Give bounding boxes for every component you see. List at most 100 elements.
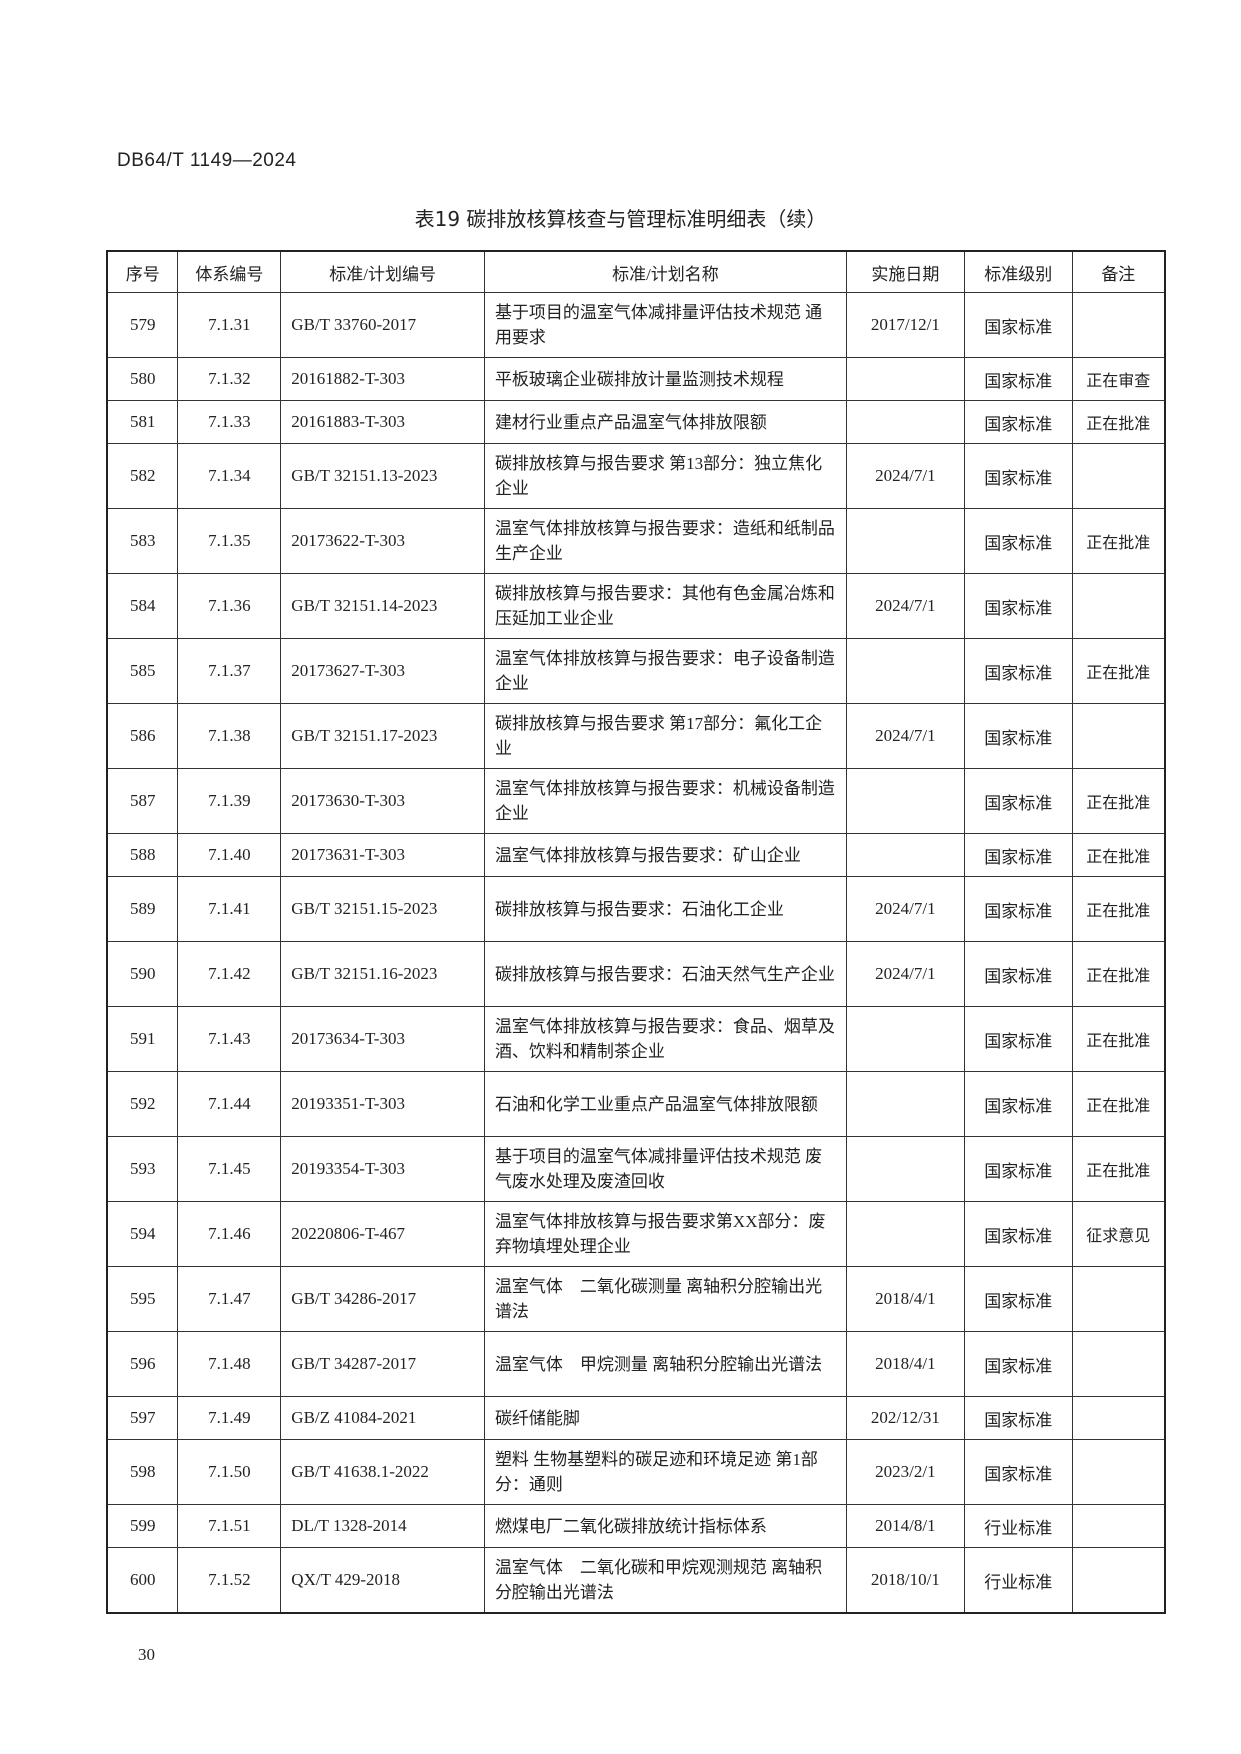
- system-number-cell: 7.1.42: [177, 941, 282, 1007]
- standard-level-cell: 国家标准: [963, 1136, 1073, 1202]
- remark-cell: [1071, 1547, 1166, 1614]
- table-row: 581 7.1.33 20161883-T-303 建材行业重点产品温室气体排放限额 国…: [106, 400, 1166, 444]
- standard-code-cell: DL/T 1328-2014: [280, 1504, 485, 1548]
- column-header: 标准/计划编号: [280, 250, 485, 293]
- system-number-cell: 7.1.33: [177, 400, 282, 444]
- standard-code-cell: 20173631-T-303: [280, 833, 485, 877]
- standard-name-cell: 温室气体 二氧化碳测量 离轴积分腔输出光谱法: [483, 1266, 847, 1332]
- column-header: 实施日期: [845, 250, 965, 293]
- system-number-cell: 7.1.41: [177, 876, 282, 942]
- standard-name-cell: 碳排放核算与报告要求：石油化工企业: [483, 876, 847, 942]
- implementation-date-cell: 2023/2/1: [845, 1439, 965, 1505]
- remark-cell: 正在批准: [1071, 1071, 1166, 1137]
- table-row: 592 7.1.44 20193351-T-303 石油和化学工业重点产品温室气体排放…: [106, 1071, 1166, 1137]
- table-header-row: 序号 体系编号 标准/计划编号 标准/计划名称 实施日期 标准级别 备注: [106, 250, 1166, 293]
- standard-name-cell: 碳纤储能脚: [483, 1396, 847, 1440]
- table-row: 586 7.1.38 GB/T 32151.17-2023 碳排放核算与报告要求 第1…: [106, 703, 1166, 769]
- row-number-cell: 589: [106, 876, 179, 942]
- standard-code-cell: 20161882-T-303: [280, 357, 485, 401]
- standard-name-cell: 基于项目的温室气体减排量评估技术规范 废气废水处理及废渣回收: [483, 1136, 847, 1202]
- standard-level-cell: 国家标准: [963, 292, 1073, 358]
- remark-cell: 正在批准: [1071, 833, 1166, 877]
- table-row: 580 7.1.32 20161882-T-303 平板玻璃企业碳排放计量监测技术规程…: [106, 357, 1166, 401]
- system-number-cell: 7.1.44: [177, 1071, 282, 1137]
- implementation-date-cell: [845, 638, 965, 704]
- table-row: 589 7.1.41 GB/T 32151.15-2023 碳排放核算与报告要求：石油…: [106, 876, 1166, 942]
- standard-name-cell: 温室气体排放核算与报告要求：电子设备制造企业: [483, 638, 847, 704]
- row-number-cell: 586: [106, 703, 179, 769]
- table-row: 591 7.1.43 20173634-T-303 温室气体排放核算与报告要求：食品、…: [106, 1006, 1166, 1072]
- table-row: 582 7.1.34 GB/T 32151.13-2023 碳排放核算与报告要求 第1…: [106, 443, 1166, 509]
- system-number-cell: 7.1.35: [177, 508, 282, 574]
- remark-cell: 正在批准: [1071, 876, 1166, 942]
- implementation-date-cell: [845, 1006, 965, 1072]
- system-number-cell: 7.1.39: [177, 768, 282, 834]
- system-number-cell: 7.1.38: [177, 703, 282, 769]
- implementation-date-cell: 2024/7/1: [845, 573, 965, 639]
- implementation-date-cell: [845, 357, 965, 401]
- standard-name-cell: 基于项目的温室气体减排量评估技术规范 通用要求: [483, 292, 847, 358]
- standard-level-cell: 国家标准: [963, 768, 1073, 834]
- remark-cell: 正在审查: [1071, 357, 1166, 401]
- implementation-date-cell: 2017/12/1: [845, 292, 965, 358]
- column-header: 备注: [1071, 250, 1166, 293]
- row-number-cell: 582: [106, 443, 179, 509]
- standard-level-cell: 国家标准: [963, 508, 1073, 574]
- remark-cell: [1071, 1504, 1166, 1548]
- remark-cell: 正在批准: [1071, 638, 1166, 704]
- row-number-cell: 599: [106, 1504, 179, 1548]
- standard-level-cell: 国家标准: [963, 1006, 1073, 1072]
- column-header: 标准级别: [963, 250, 1073, 293]
- system-number-cell: 7.1.50: [177, 1439, 282, 1505]
- implementation-date-cell: [845, 1136, 965, 1202]
- remark-cell: [1071, 1331, 1166, 1397]
- standard-name-cell: 燃煤电厂二氧化碳排放统计指标体系: [483, 1504, 847, 1548]
- implementation-date-cell: [845, 1201, 965, 1267]
- system-number-cell: 7.1.31: [177, 292, 282, 358]
- remark-cell: [1071, 292, 1166, 358]
- standard-level-cell: 国家标准: [963, 833, 1073, 877]
- system-number-cell: 7.1.48: [177, 1331, 282, 1397]
- table-row: 587 7.1.39 20173630-T-303 温室气体排放核算与报告要求：机械设…: [106, 768, 1166, 834]
- table-row: 599 7.1.51 DL/T 1328-2014 燃煤电厂二氧化碳排放统计指标体系 2…: [106, 1504, 1166, 1548]
- column-header: 体系编号: [177, 250, 282, 293]
- standard-level-cell: 国家标准: [963, 400, 1073, 444]
- system-number-cell: 7.1.36: [177, 573, 282, 639]
- standard-level-cell: 国家标准: [963, 1201, 1073, 1267]
- row-number-cell: 585: [106, 638, 179, 704]
- row-number-cell: 594: [106, 1201, 179, 1267]
- standard-code-cell: GB/T 34287-2017: [280, 1331, 485, 1397]
- system-number-cell: 7.1.47: [177, 1266, 282, 1332]
- implementation-date-cell: [845, 400, 965, 444]
- system-number-cell: 7.1.49: [177, 1396, 282, 1440]
- system-number-cell: 7.1.45: [177, 1136, 282, 1202]
- row-number-cell: 581: [106, 400, 179, 444]
- standard-code-cell: GB/T 33760-2017: [280, 292, 485, 358]
- page-number: 30: [138, 1645, 155, 1664]
- row-number-cell: 591: [106, 1006, 179, 1072]
- standard-code-cell: GB/T 41638.1-2022: [280, 1439, 485, 1505]
- system-number-cell: 7.1.46: [177, 1201, 282, 1267]
- implementation-date-cell: 2024/7/1: [845, 443, 965, 509]
- standard-level-cell: 国家标准: [963, 941, 1073, 1007]
- system-number-cell: 7.1.34: [177, 443, 282, 509]
- table-title: 表19 碳排放核算核查与管理标准明细表（续）: [414, 207, 827, 231]
- row-number-cell: 584: [106, 573, 179, 639]
- standard-level-cell: 国家标准: [963, 876, 1073, 942]
- table-row: 584 7.1.36 GB/T 32151.14-2023 碳排放核算与报告要求：其他…: [106, 573, 1166, 639]
- standard-code-cell: GB/Z 41084-2021: [280, 1396, 485, 1440]
- implementation-date-cell: 202/12/31: [845, 1396, 965, 1440]
- standard-code-cell: GB/T 32151.14-2023: [280, 573, 485, 639]
- standard-name-cell: 温室气体排放核算与报告要求：食品、烟草及酒、饮料和精制茶企业: [483, 1006, 847, 1072]
- standard-name-cell: 温室气体 二氧化碳和甲烷观测规范 离轴积分腔输出光谱法: [483, 1547, 847, 1614]
- implementation-date-cell: [845, 1071, 965, 1137]
- standard-name-cell: 建材行业重点产品温室气体排放限额: [483, 400, 847, 444]
- system-number-cell: 7.1.52: [177, 1547, 282, 1614]
- system-number-cell: 7.1.51: [177, 1504, 282, 1548]
- remark-cell: 征求意见: [1071, 1201, 1166, 1267]
- standard-code-cell: GB/T 32151.16-2023: [280, 941, 485, 1007]
- remark-cell: [1071, 1396, 1166, 1440]
- row-number-cell: 593: [106, 1136, 179, 1202]
- standard-name-cell: 碳排放核算与报告要求 第13部分：独立焦化企业: [483, 443, 847, 509]
- standard-code-cell: GB/T 32151.17-2023: [280, 703, 485, 769]
